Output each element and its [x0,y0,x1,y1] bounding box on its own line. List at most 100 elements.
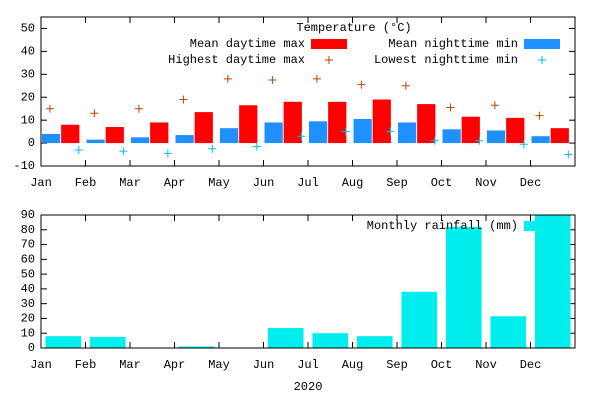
bar [445,226,482,348]
point [386,127,395,136]
bar [461,116,480,144]
bar [175,135,194,144]
legend-swatch [524,221,560,231]
x-tick-label: Nov [475,176,497,190]
bar [220,128,239,144]
legend-label: Mean daytime max [190,37,305,51]
bar [531,136,550,144]
bar [105,127,124,144]
bar [89,336,126,348]
bar [398,122,417,144]
x-tick-label: Sep [386,358,408,372]
x-tick-label: Sep [386,176,408,190]
x-tick-label: Feb [75,176,97,190]
y-tick-label: 90 [21,208,35,222]
bar [353,119,372,144]
x-tick-label: Feb [75,358,97,372]
y-tick-label: 80 [21,223,35,237]
y-tick-label: 20 [21,90,35,104]
x-tick-label: Nov [475,358,497,372]
bar [309,121,328,144]
bar [267,328,304,348]
legend-swatch [538,56,546,64]
plot-border [40,16,576,167]
bar [401,291,438,348]
x-tick-label: Jul [297,358,319,372]
plot-border [40,214,576,349]
bar [372,99,391,144]
point [119,147,128,156]
x-tick-label: Apr [164,176,186,190]
y-tick-label: 30 [21,297,35,311]
point [45,104,54,113]
legend-swatch [311,39,347,49]
x-tick-label: Jun [253,358,275,372]
point [430,136,439,145]
y-tick-label: 50 [21,22,35,36]
x-tick-label: Dec [520,358,542,372]
x-tick-label: Jul [297,176,319,190]
bar [45,336,82,348]
legend-swatch [325,56,333,64]
point [268,76,277,85]
bar [550,128,569,144]
bar [178,346,215,348]
bar [442,129,461,144]
point [564,150,573,159]
y-tick-label: 40 [21,282,35,296]
bar [487,130,506,144]
point [252,142,261,151]
x-tick-label: May [208,176,230,190]
point [475,136,484,145]
bar [264,122,283,144]
x-axis-label: 2020 [294,380,323,394]
bar [417,104,436,144]
bar [239,105,258,144]
x-tick-label: Aug [342,176,364,190]
point [90,109,99,118]
y-tick-label: 10 [21,113,35,127]
x-tick-label: Aug [342,358,364,372]
y-tick-label: 40 [21,45,35,59]
point [490,101,499,110]
y-tick-label: 20 [21,312,35,326]
bar [150,122,169,144]
bar [490,316,527,348]
bar [61,124,80,144]
x-tick-label: Jan [30,358,52,372]
point [179,95,188,104]
x-tick-label: Oct [431,176,453,190]
bar [328,101,347,144]
x-tick-label: Dec [520,176,542,190]
y-tick-label: 30 [21,67,35,81]
point [134,104,143,113]
x-tick-label: Apr [164,358,186,372]
legend-label: Mean nighttime min [388,37,518,51]
point [341,127,350,136]
point [163,149,172,158]
bar [283,101,302,144]
x-tick-label: Mar [119,176,141,190]
point [312,74,321,83]
point [519,140,528,149]
y-tick-label: 0 [28,341,35,355]
y-tick-label: 70 [21,238,35,252]
point [223,74,232,83]
bar [534,215,571,348]
x-tick-label: Jan [30,176,52,190]
point [535,111,544,120]
bar [42,133,61,144]
bar [312,333,349,348]
x-tick-label: Oct [431,358,453,372]
x-tick-label: May [208,358,230,372]
y-tick-label: 0 [28,136,35,150]
y-tick-label: 60 [21,253,35,267]
bar [356,336,393,348]
y-tick-label: 50 [21,267,35,281]
point [208,144,217,153]
y-tick-label: -10 [13,159,35,173]
x-tick-label: Mar [119,358,141,372]
legend-title: Temperature (°C) [296,21,411,35]
point [74,145,83,154]
